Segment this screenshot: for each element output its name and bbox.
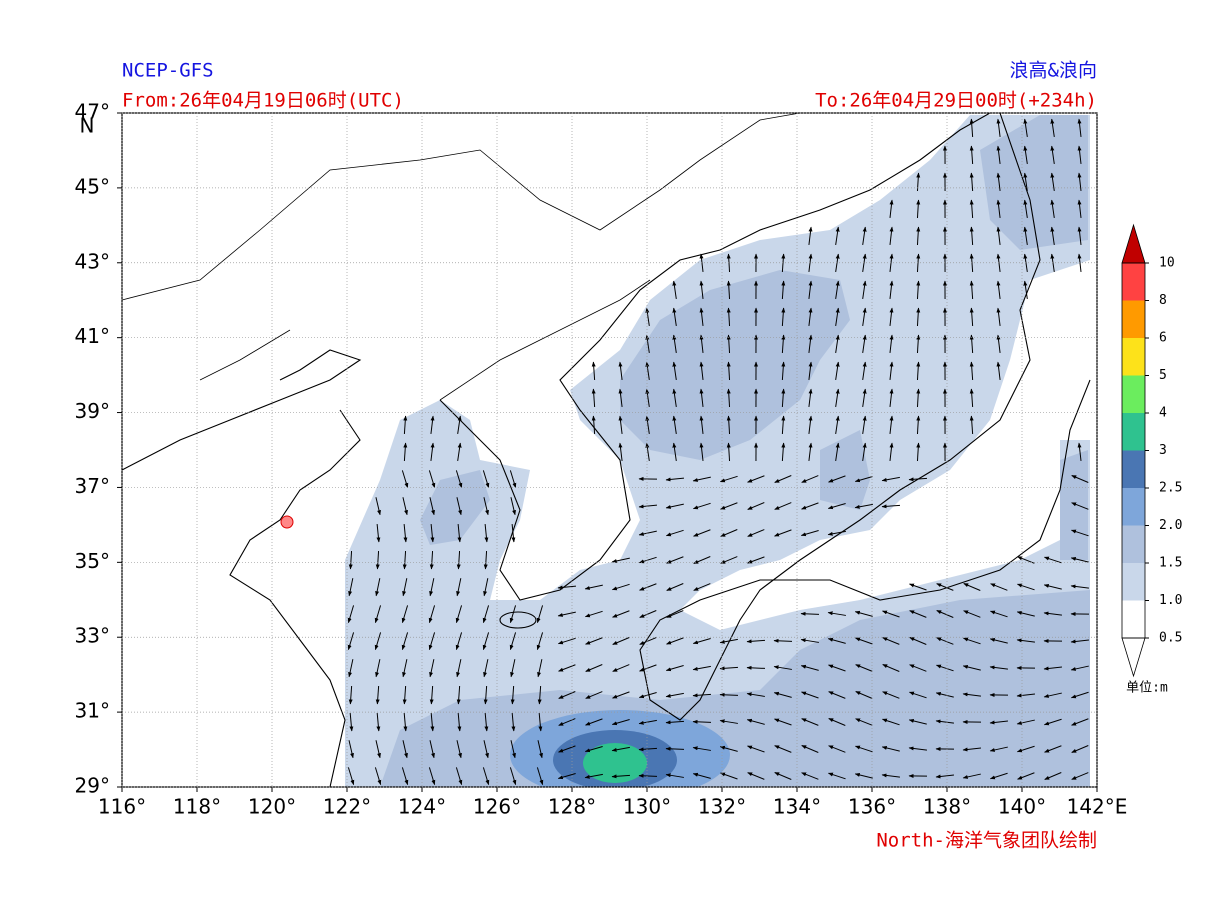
lat-tick-label: 31° xyxy=(75,699,110,723)
lon-tick-label: 124° xyxy=(398,795,446,819)
lon-tick-label: 118° xyxy=(173,795,221,819)
lat-tick-label: 35° xyxy=(75,549,110,573)
lat-tick-label: 43° xyxy=(75,249,110,273)
lon-tick-label: 134° xyxy=(773,795,821,819)
lat-tick-label: 45° xyxy=(75,174,110,198)
colorbar-label: 6 xyxy=(1159,331,1167,346)
colorbar-segment xyxy=(1122,601,1145,639)
lat-tick-label: 41° xyxy=(75,324,110,348)
lon-tick-label: 136° xyxy=(848,795,896,819)
colorbar-segment xyxy=(1122,413,1145,451)
lat-tick-label: 33° xyxy=(75,624,110,648)
colorbar-unit: 单位:m xyxy=(1126,681,1168,696)
colorbar-segment xyxy=(1122,301,1145,339)
colorbar-label: 1.0 xyxy=(1159,593,1182,608)
colorbar-segment xyxy=(1122,488,1145,526)
lon-tick-label: 122° xyxy=(323,795,371,819)
to-time: To:26年04月29日00时(+234h) xyxy=(815,90,1097,112)
colorbar-label: 4 xyxy=(1159,406,1167,421)
colorbar-segment xyxy=(1122,563,1145,601)
product-label: 浪高&浪向 xyxy=(1010,60,1097,82)
colorbar-label: 1.5 xyxy=(1159,556,1182,571)
colorbar-segment xyxy=(1122,338,1145,376)
colorbar-label: 5 xyxy=(1159,368,1167,383)
lat-tick-label: 37° xyxy=(75,474,110,498)
lon-tick-label: 120° xyxy=(248,795,296,819)
lon-tick-label: 130° xyxy=(623,795,671,819)
lon-tick-label: 140° xyxy=(998,795,1046,819)
lat-tick-label: 39° xyxy=(75,399,110,423)
lon-tick-label: 138° xyxy=(923,795,971,819)
lon-tick-label: 142°E xyxy=(1067,795,1128,819)
colorbar-label: 3 xyxy=(1159,443,1167,458)
lat-tick-label: 29° xyxy=(75,774,110,798)
credit: North-海洋气象团队绘制 xyxy=(876,830,1097,852)
lon-tick-label: 116° xyxy=(98,795,146,819)
colorbar-label: 2.5 xyxy=(1159,481,1182,496)
colorbar-label: 0.5 xyxy=(1159,631,1182,646)
colorbar-segment xyxy=(1122,526,1145,564)
source-label: NCEP-GFS xyxy=(122,60,214,82)
colorbar-label: 2.0 xyxy=(1159,518,1182,533)
lat-unit: N xyxy=(80,114,95,138)
colorbar-label: 8 xyxy=(1159,293,1167,308)
wave-field xyxy=(122,113,1090,800)
colorbar-segment xyxy=(1122,263,1145,301)
colorbar-label: 10 xyxy=(1159,256,1175,271)
colorbar-segment xyxy=(1122,376,1145,414)
lon-tick-label: 132° xyxy=(698,795,746,819)
lon-tick-label: 126° xyxy=(473,795,521,819)
from-time: From:26年04月19日06时(UTC) xyxy=(122,90,404,112)
lon-tick-label: 128° xyxy=(548,795,596,819)
colorbar-extend-under xyxy=(1122,638,1145,676)
station-marker xyxy=(281,516,293,528)
colorbar-extend-over xyxy=(1122,225,1145,263)
colorbar: 0.5 1.0 1.5 2.0 2.5 3 4 5 6 8 10 xyxy=(1122,225,1182,676)
colorbar-segment xyxy=(1122,451,1145,489)
